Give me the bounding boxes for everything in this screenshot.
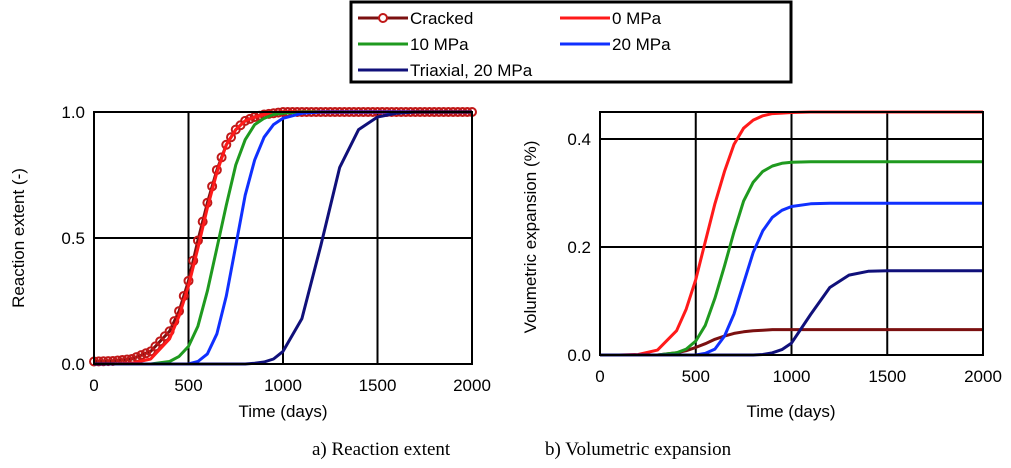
panel-a: 0 500 1000 1500 2000 0.0 0.5 1.0 Time (days) Re… [9, 103, 491, 421]
panel-b-ytick-0-4: 0.4 [567, 130, 591, 149]
panel-a-grid [94, 112, 472, 364]
panel-a-ytick-0-5: 0.5 [61, 229, 85, 248]
legend: Cracked 0 MPa 10 MPa 20 MPa Triaxial, 20 MPa [349, 0, 793, 84]
panel-a-frame [93, 111, 473, 365]
legend-item-10-mpa: 10 MPa [358, 35, 469, 54]
panel-a-ylabel: Reaction extent (-) [9, 168, 28, 308]
panel-a-marker-cracked-250 [136, 350, 147, 361]
legend-label-triaxial-20-mpa: Triaxial, 20 MPa [410, 61, 533, 80]
caption-b: b) Volumetric expansion [545, 439, 732, 460]
panel-a-ticks: 0 500 1000 1500 2000 0.0 0.5 1.0 [61, 103, 491, 395]
panel-b-xtick-500: 500 [682, 367, 710, 386]
panel-b-grid [600, 112, 983, 355]
panel-b-xtick-1000: 1000 [773, 367, 811, 386]
panel-b-ylabel: Volumetric expansion (%) [521, 141, 540, 334]
panel-b-ytick-0-0: 0.0 [567, 346, 591, 365]
panel-a-xlabel: Time (days) [238, 402, 327, 421]
panel-a-xtick-1000: 1000 [264, 376, 302, 395]
legend-marker-cracked [378, 13, 388, 23]
panel-b-xtick-2000: 2000 [964, 367, 1002, 386]
panel-b-frame [599, 111, 984, 356]
panel-b-xlabel: Time (days) [746, 402, 835, 421]
panel-a-marker-cracked-725 [226, 132, 237, 143]
legend-item-0-mpa: 0 MPa [560, 9, 662, 28]
panel-a-marker-cracked-800 [240, 115, 251, 126]
panel-b-xtick-0: 0 [595, 367, 604, 386]
panel-b-ticks: 0 500 1000 1500 2000 0.0 0.2 0.4 [567, 130, 1002, 386]
panel-a-marker-cracked-275 [140, 348, 151, 359]
legend-frame [349, 0, 793, 84]
panel-a-ytick-0-0: 0.0 [61, 355, 85, 374]
legend-item-triaxial-20-mpa: Triaxial, 20 MPa [358, 61, 533, 80]
panel-a-xtick-500: 500 [174, 376, 202, 395]
panel-b-ytick-0-2: 0.2 [567, 238, 591, 257]
legend-label-cracked: Cracked [410, 9, 473, 28]
panel-a-ytick-1-0: 1.0 [61, 103, 85, 122]
legend-label-0-mpa: 0 MPa [612, 9, 662, 28]
panel-b-series-10-mpa [600, 160, 983, 357]
legend-item-cracked: Cracked [358, 9, 473, 28]
legend-label-10-mpa: 10 MPa [410, 35, 469, 54]
panel-a-xtick-0: 0 [89, 376, 98, 395]
caption-a: a) Reaction extent [312, 439, 451, 460]
panel-b-xtick-1500: 1500 [868, 367, 906, 386]
panel-a-xtick-1500: 1500 [359, 376, 397, 395]
legend-label-20-mpa: 20 MPa [612, 35, 671, 54]
legend-item-20-mpa: 20 MPa [560, 35, 671, 54]
panel-a-xtick-2000: 2000 [453, 376, 491, 395]
panel-b: 0 500 1000 1500 2000 0.0 0.2 0.4 Time (days) Vo… [521, 110, 1002, 421]
